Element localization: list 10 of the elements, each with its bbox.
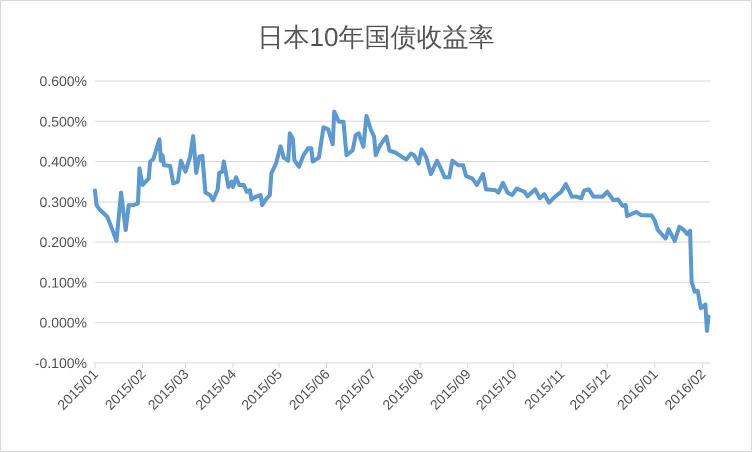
y-tick-label: 0.400% <box>40 154 87 170</box>
y-tick-label: 0.300% <box>40 194 87 210</box>
y-tick-label: 0.200% <box>40 234 87 250</box>
y-tick-label: 0.600% <box>40 73 87 89</box>
y-tick-label: -0.100% <box>34 355 87 371</box>
y-tick-label: 0.100% <box>40 274 87 290</box>
line-series <box>93 110 710 333</box>
chart-title: 日本10年国债收益率 <box>258 22 494 52</box>
y-tick-label: 0.500% <box>40 113 87 130</box>
y-tick-label: 0.000% <box>40 314 87 331</box>
